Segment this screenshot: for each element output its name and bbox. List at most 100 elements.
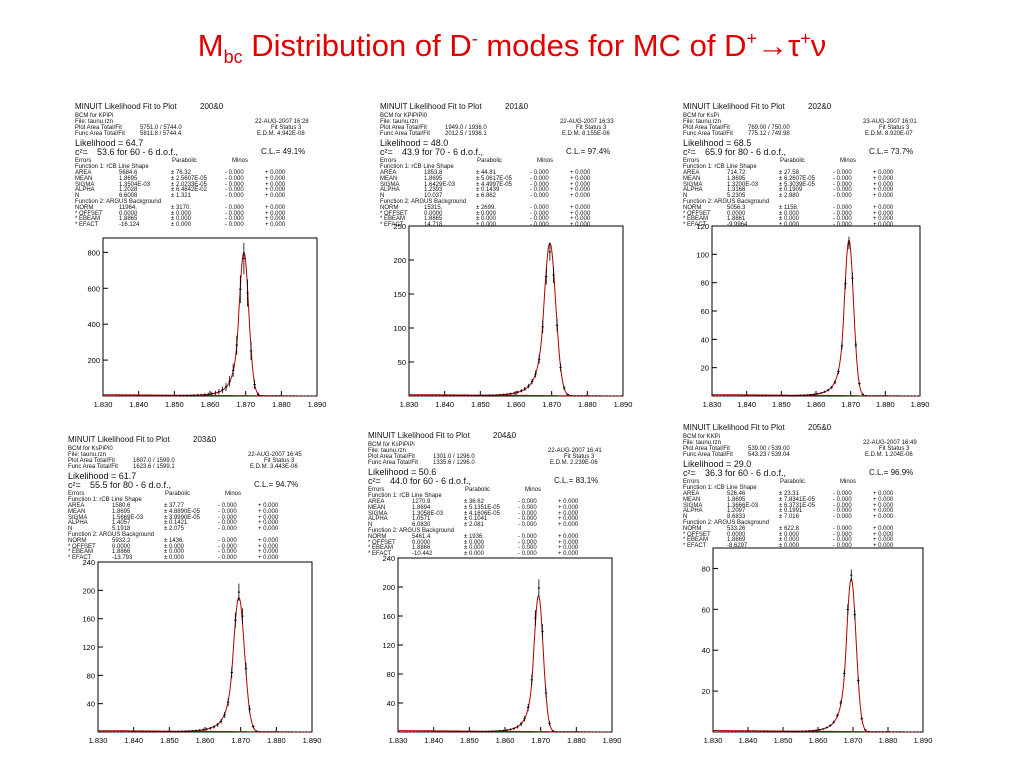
data-point xyxy=(205,727,208,731)
data-point xyxy=(762,731,765,733)
param-minos-minus: - 0.000 xyxy=(225,216,244,223)
data-point xyxy=(466,395,470,397)
param-value: 1853.8 xyxy=(424,170,443,176)
x-tick-label: 1.860 xyxy=(201,400,220,409)
param-minos-minus: - 0.000 xyxy=(225,222,244,229)
x-tick-label: 1.860 xyxy=(807,400,826,409)
fit-title: MINUIT Likelihood Fit to Plot xyxy=(368,431,470,440)
y-tick-label: 20 xyxy=(701,364,709,373)
title-part: M xyxy=(197,28,224,63)
data-point xyxy=(123,731,126,733)
data-point xyxy=(289,395,292,397)
data-point xyxy=(202,728,205,731)
data-point xyxy=(846,604,849,615)
param-minos-minus: - 0.000 xyxy=(530,216,549,223)
function-2-label: Function 2: ARGUS Background xyxy=(380,199,467,205)
param-value: 5.2305 xyxy=(727,193,746,200)
param-value: 5056.3 xyxy=(727,204,746,211)
param-minos-plus: + 0.000 xyxy=(873,170,894,176)
param-value: 10.037 xyxy=(424,193,443,200)
func-area-value: 1335.6 / 1296.0 xyxy=(433,460,475,466)
fit-panel: MINUIT Likelihood Fit to Plot 205&0 BCM fo… xyxy=(683,423,923,549)
param-name: MEAN xyxy=(683,175,701,182)
x-tick-label: 1.840 xyxy=(737,400,756,409)
data-point xyxy=(248,705,251,713)
param-minos-minus: - 0.000 xyxy=(218,520,237,527)
fit-panel: MINUIT Likelihood Fit to Plot 201&0 BCM fo… xyxy=(380,103,620,229)
data-point xyxy=(310,395,313,397)
param-value: 5684.6 xyxy=(119,170,138,176)
plot-id: 203&0 xyxy=(193,435,217,444)
param-error: ± 1436. xyxy=(164,537,184,544)
y-tick-label: 200 xyxy=(87,356,100,365)
data-point xyxy=(609,395,612,397)
x-tick-label: 1.860 xyxy=(496,736,515,745)
param-error: ± 3170. xyxy=(171,204,191,211)
param-minos-minus: - 0.000 xyxy=(518,499,537,505)
fit-title: MINUIT Likelihood Fit to Plot xyxy=(683,423,785,432)
data-point xyxy=(445,395,448,397)
data-point xyxy=(266,731,269,733)
x-tick-label: 1.890 xyxy=(303,736,322,745)
data-point xyxy=(747,395,750,397)
data-point xyxy=(598,395,602,397)
data-point xyxy=(738,731,741,733)
data-point xyxy=(844,278,847,290)
x-tick-label: 1.860 xyxy=(196,736,215,745)
data-point xyxy=(494,730,498,732)
param-value: 5932.2 xyxy=(112,537,131,544)
param-name: * EFACT xyxy=(368,551,392,558)
data-point xyxy=(239,275,242,304)
file-label: File: taunu.rzn xyxy=(75,119,114,125)
y-tick-label: 40 xyxy=(387,699,395,708)
data-point xyxy=(818,729,821,731)
chi2-value: 65.9 for 80 - 6 d.o.f., xyxy=(705,147,787,157)
param-name: * OFFSET xyxy=(683,210,711,217)
data-point xyxy=(274,395,278,397)
data-point xyxy=(434,395,437,397)
param-minos-plus: + 0.000 xyxy=(558,510,579,517)
minos-header: Minos xyxy=(537,158,554,164)
parabolic-header: Parabolic xyxy=(477,158,503,164)
data-point xyxy=(134,731,137,733)
data-point xyxy=(843,669,846,677)
data-point xyxy=(741,731,744,733)
data-point xyxy=(448,395,452,397)
data-point xyxy=(498,394,502,396)
param-error: ± 0.000 xyxy=(476,222,496,229)
param-value: 1.8695 xyxy=(119,175,138,182)
data-point xyxy=(224,382,228,391)
param-value: -10.442 xyxy=(412,551,433,558)
y-tick-label: 120 xyxy=(696,222,709,231)
data-point xyxy=(587,731,591,733)
x-tick-label: 1.880 xyxy=(879,736,898,745)
data-point xyxy=(858,381,861,386)
file-label: File: taunu.rzn xyxy=(683,440,722,446)
data-point xyxy=(491,394,495,396)
param-name: * OFFSET xyxy=(68,543,96,550)
data-point xyxy=(899,731,902,733)
data-point xyxy=(110,395,114,397)
param-error: ± 3.9990E-05 xyxy=(164,514,200,521)
func-area-label: Func Area Total/Fit xyxy=(75,131,125,137)
param-value: -13.793 xyxy=(112,555,133,562)
data-point xyxy=(860,717,863,721)
param-minos-plus: + 0.000 xyxy=(873,537,894,544)
func-area-value: 2012.5 / 1936.1 xyxy=(445,131,487,137)
y-tick-label: 800 xyxy=(87,248,100,257)
param-minos-plus: + 0.000 xyxy=(873,216,894,223)
chi2-value: 53.6 for 60 - 6 d.o.f., xyxy=(97,147,179,157)
data-point xyxy=(409,395,412,397)
edm-label: E.D.M. 8.155E-06 xyxy=(562,131,610,137)
data-point xyxy=(420,395,423,397)
data-point xyxy=(609,731,612,733)
data-point xyxy=(219,718,223,724)
data-point xyxy=(427,395,430,397)
param-error: ± 2.5607E-05 xyxy=(171,175,207,182)
param-minos-plus: + 0.000 xyxy=(873,514,894,521)
param-value: 1.6429E-03 xyxy=(424,181,456,188)
data-point xyxy=(249,341,253,360)
y-tick-label: 240 xyxy=(82,558,95,567)
data-point xyxy=(171,395,174,397)
data-point xyxy=(541,320,544,334)
